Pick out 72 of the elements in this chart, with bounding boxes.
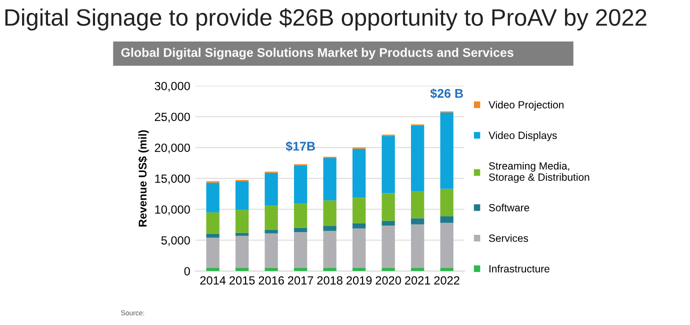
bar (294, 228, 308, 232)
bar (294, 204, 308, 228)
bar (440, 188, 454, 216)
y-tick-label: 20,000 (154, 144, 190, 154)
bar (410, 191, 424, 218)
y-tick-label: 25,000 (154, 112, 190, 122)
bar (440, 112, 454, 189)
legend-label: Services (488, 234, 528, 242)
y-tick-label: 30,000 (154, 82, 190, 92)
x-tick-label: 2016 (258, 276, 284, 285)
bar (323, 226, 336, 231)
bar (323, 230, 336, 268)
x-tick-label: 2019 (346, 276, 372, 285)
x-tick-label: 2022 (434, 276, 460, 285)
bar (206, 182, 220, 212)
legend-label: Software (488, 204, 530, 212)
bar (410, 268, 424, 272)
bar (352, 268, 366, 272)
y-axis-title: Revenue US$ (mil) (138, 130, 149, 226)
x-tick-label: 2021 (405, 276, 430, 285)
chart-title: Digital Signage to provide $26B opportunity to ProAV by 2022 (5, 8, 646, 31)
bar (206, 238, 220, 268)
bar (235, 232, 249, 236)
bar (294, 165, 308, 204)
bar (352, 198, 366, 224)
bar (206, 212, 220, 234)
bar (294, 268, 308, 272)
x-tick-label: 2018 (317, 276, 342, 285)
y-tick-label: 10,000 (155, 205, 190, 216)
legend-label: Video Displays (488, 131, 557, 142)
x-tick-label: 2015 (230, 276, 255, 285)
bar (323, 268, 336, 272)
annotation: $26 B (430, 88, 463, 99)
annotation: $17B (286, 141, 315, 152)
bar (440, 268, 454, 272)
bar (235, 268, 249, 272)
bar (352, 148, 366, 198)
bar (206, 268, 220, 272)
bar (382, 226, 395, 268)
chart-subtitle: Global Digital Signage Solutions Market by Products and Services (121, 48, 514, 60)
bar (410, 125, 424, 192)
x-tick-label: 2017 (288, 276, 314, 285)
bar (410, 218, 424, 224)
bar (382, 268, 395, 272)
bar (235, 182, 249, 210)
bar (264, 230, 278, 234)
x-tick-label: 2014 (200, 276, 226, 285)
bar (323, 158, 336, 200)
legend-label: Video Projection (488, 100, 564, 111)
bar (410, 224, 424, 268)
bar (264, 233, 278, 268)
legend-label: Infrastructure (489, 264, 550, 272)
bar (352, 224, 366, 228)
bar (382, 220, 395, 226)
bar (323, 200, 336, 226)
legend-label: Streaming Media, Storage & Distribution (488, 162, 590, 183)
bar (294, 232, 308, 268)
y-tick-label: 0 (184, 267, 190, 276)
y-tick-label: 15,000 (155, 174, 190, 184)
bar (440, 216, 454, 223)
bar (264, 268, 278, 272)
bar (352, 228, 366, 268)
bar (235, 210, 249, 233)
bar (235, 236, 249, 268)
bar (382, 193, 395, 221)
bar (264, 206, 278, 230)
bar (206, 234, 220, 238)
bar (440, 222, 454, 268)
x-tick-label: 2020 (376, 276, 401, 285)
y-tick-label: 5,000 (161, 236, 190, 246)
bar (382, 136, 395, 194)
bar (264, 172, 278, 206)
